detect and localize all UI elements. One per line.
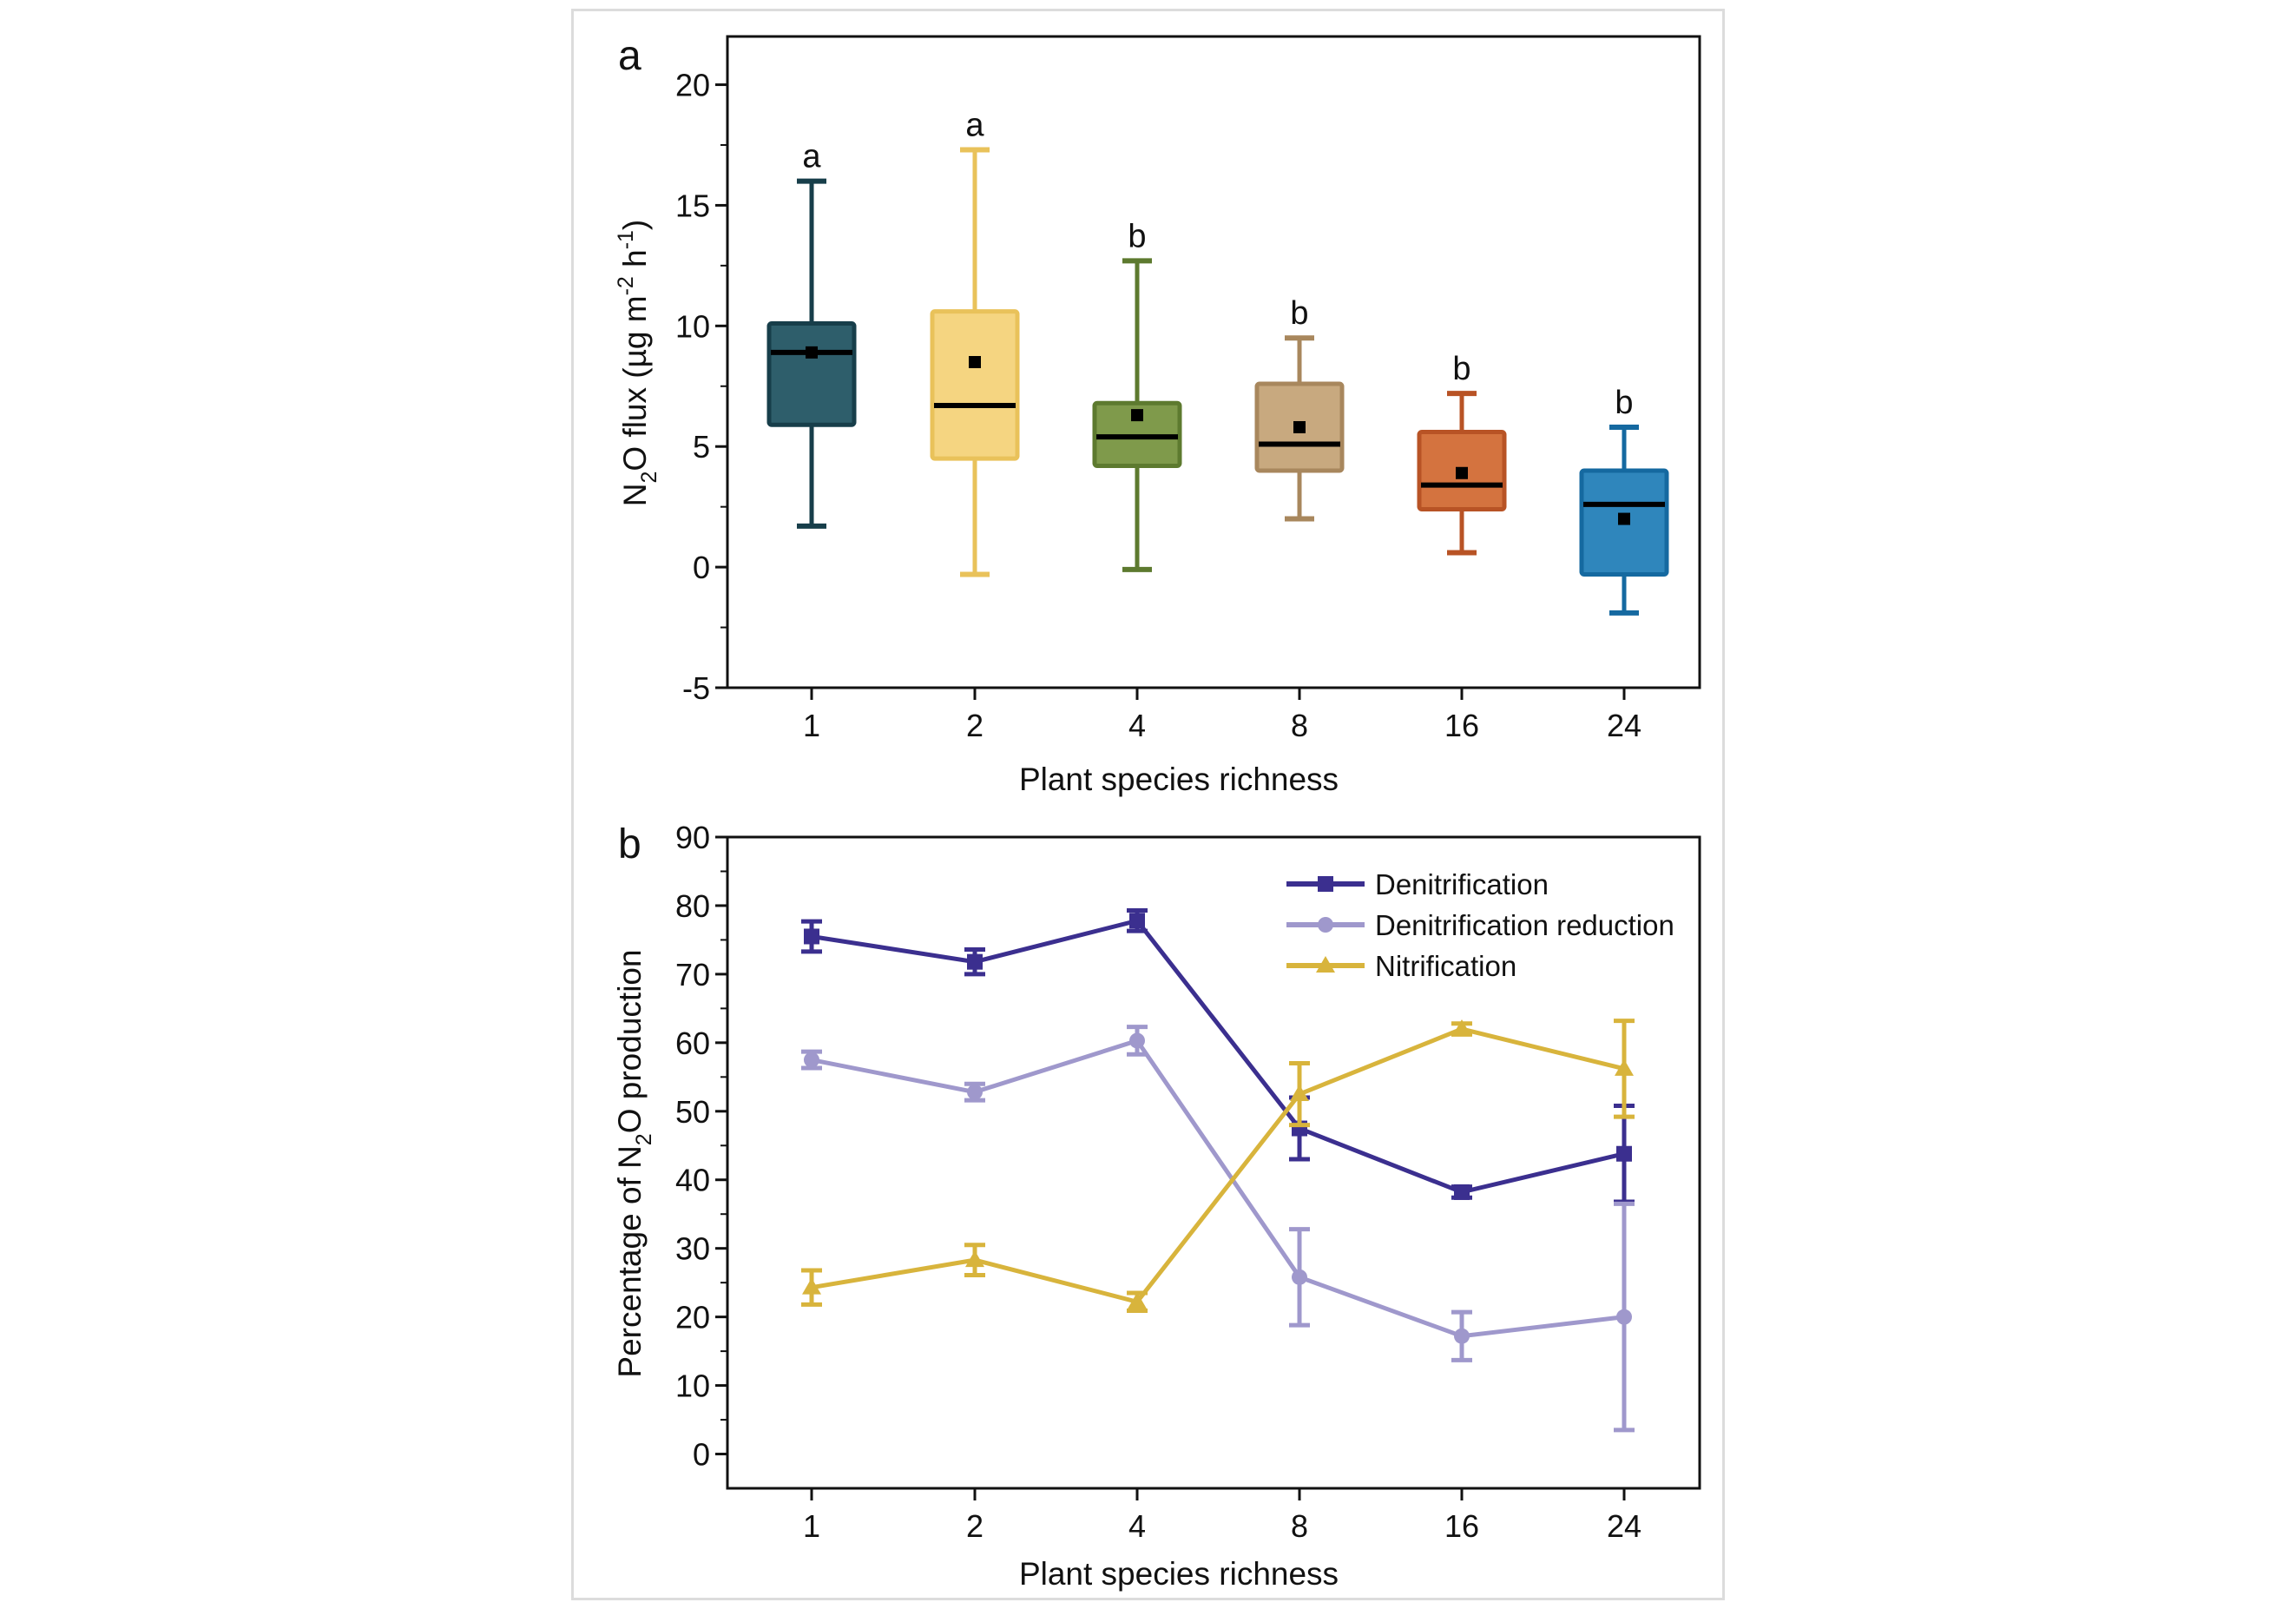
legend-entry: Denitrification reduction (1286, 909, 1674, 941)
data-point (1452, 1019, 1471, 1037)
mean-marker (806, 346, 818, 359)
data-point (1318, 917, 1333, 933)
panel-b-y-axis-title: Percentage of N2O production (612, 949, 656, 1377)
y-tick-label: 70 (675, 957, 710, 992)
y-tick-label: 0 (693, 550, 710, 585)
panel-a-label: a (618, 33, 641, 79)
legend-label: Denitrification reduction (1375, 909, 1674, 941)
y-tick-label: 20 (675, 68, 710, 103)
data-point (1129, 1032, 1145, 1049)
y-tick-label: 50 (675, 1094, 710, 1130)
mean-marker (1618, 512, 1630, 525)
data-point (1128, 1292, 1147, 1309)
y-tick-label: 15 (675, 188, 710, 223)
panel-b-plot-frame (726, 835, 1701, 1490)
y-tick-label: 10 (675, 1368, 710, 1404)
mean-marker (1456, 466, 1468, 479)
data-point (802, 1277, 821, 1295)
significance-letter: b (1128, 218, 1146, 254)
y-tick-label: 20 (675, 1300, 710, 1335)
panel-b-legend: Denitrification Denitrification reduction… (1286, 868, 1674, 982)
legend-entry: Nitrification (1286, 950, 1516, 982)
figure-frame (571, 9, 1725, 1600)
panel-a-plot-frame (726, 35, 1701, 689)
x-tick-label: 8 (1291, 708, 1308, 743)
significance-letter: b (1615, 385, 1633, 421)
data-point (804, 928, 819, 945)
panel-a-y-axis-title: N2O flux (µg m-2 h-1) (614, 220, 661, 507)
y-tick-label: 60 (675, 1025, 710, 1061)
data-point (804, 1052, 819, 1068)
x-tick-label: 16 (1444, 708, 1479, 743)
x-tick-label: 1 (803, 1508, 820, 1544)
data-point (1615, 1058, 1634, 1076)
data-point (1316, 956, 1335, 973)
series-denitrification-reduction (801, 1025, 1635, 1433)
x-tick-label: 24 (1607, 708, 1641, 743)
box-2: a (930, 108, 1020, 577)
x-tick-label: 16 (1444, 1508, 1479, 1544)
significance-letter: b (1452, 351, 1470, 387)
data-point (965, 1250, 984, 1268)
legend-label: Nitrification (1375, 950, 1516, 982)
panel-a-x-axis: 1 2 4 8 16 24 (803, 688, 1641, 743)
y-tick-label: 10 (675, 308, 710, 344)
mean-marker (1131, 409, 1143, 422)
significance-letter: b (1290, 295, 1308, 332)
data-point (1454, 1184, 1470, 1200)
y-tick-label: -5 (682, 670, 710, 706)
series-line (811, 1038, 1625, 1339)
x-tick-label: 24 (1607, 1508, 1641, 1544)
data-point (1318, 876, 1333, 892)
y-tick-label: 90 (675, 820, 710, 855)
mean-marker (969, 356, 981, 368)
legend-label: Denitrification (1375, 868, 1549, 900)
data-point (967, 953, 983, 970)
data-point (1454, 1328, 1470, 1344)
significance-letter: a (802, 139, 821, 175)
box-iqr (930, 309, 1020, 461)
panel-b-x-axis: 1 2 4 8 16 24 (803, 1488, 1641, 1544)
x-tick-label: 2 (966, 708, 984, 743)
data-point (1616, 1145, 1632, 1162)
series-line (811, 1026, 1625, 1305)
x-tick-label: 8 (1291, 1508, 1308, 1544)
data-point (967, 1084, 983, 1100)
box-24: b (1579, 385, 1669, 616)
panel-b-series (801, 907, 1635, 1433)
y-tick-label: 30 (675, 1231, 710, 1267)
data-point (1129, 913, 1145, 929)
y-tick-label: 80 (675, 888, 710, 924)
y-tick-label: 5 (693, 429, 710, 465)
data-point (1616, 1309, 1632, 1325)
panel-a-boxes: a a b b b b (766, 108, 1669, 616)
box-16: b (1417, 351, 1507, 556)
panel-b-label: b (618, 821, 641, 867)
x-tick-label: 2 (966, 1508, 984, 1544)
series-denitrification (801, 907, 1635, 1204)
legend-entry: Denitrification (1286, 868, 1549, 900)
box-8: b (1254, 295, 1345, 522)
box-4: b (1092, 218, 1182, 572)
panel-b-y-axis: 0 10 20 30 40 50 60 70 80 90 (675, 820, 727, 1473)
series-line (811, 918, 1625, 1195)
y-tick-label: 40 (675, 1163, 710, 1198)
box-1: a (766, 139, 857, 529)
panel-a-y-axis: -5 0 5 10 15 20 (675, 68, 727, 706)
series-nitrification (801, 1019, 1635, 1314)
x-tick-label: 4 (1128, 708, 1146, 743)
data-point (1290, 1085, 1309, 1102)
panel-b-x-axis-title: Plant species richness (1019, 1556, 1339, 1592)
data-point (1292, 1269, 1307, 1285)
x-tick-label: 1 (803, 708, 820, 743)
x-tick-label: 4 (1128, 1508, 1146, 1544)
y-tick-label: 0 (693, 1437, 710, 1473)
panel-a-x-axis-title: Plant species richness (1019, 762, 1339, 797)
mean-marker (1293, 421, 1306, 433)
significance-letter: a (965, 108, 984, 144)
box-iqr (766, 321, 857, 427)
